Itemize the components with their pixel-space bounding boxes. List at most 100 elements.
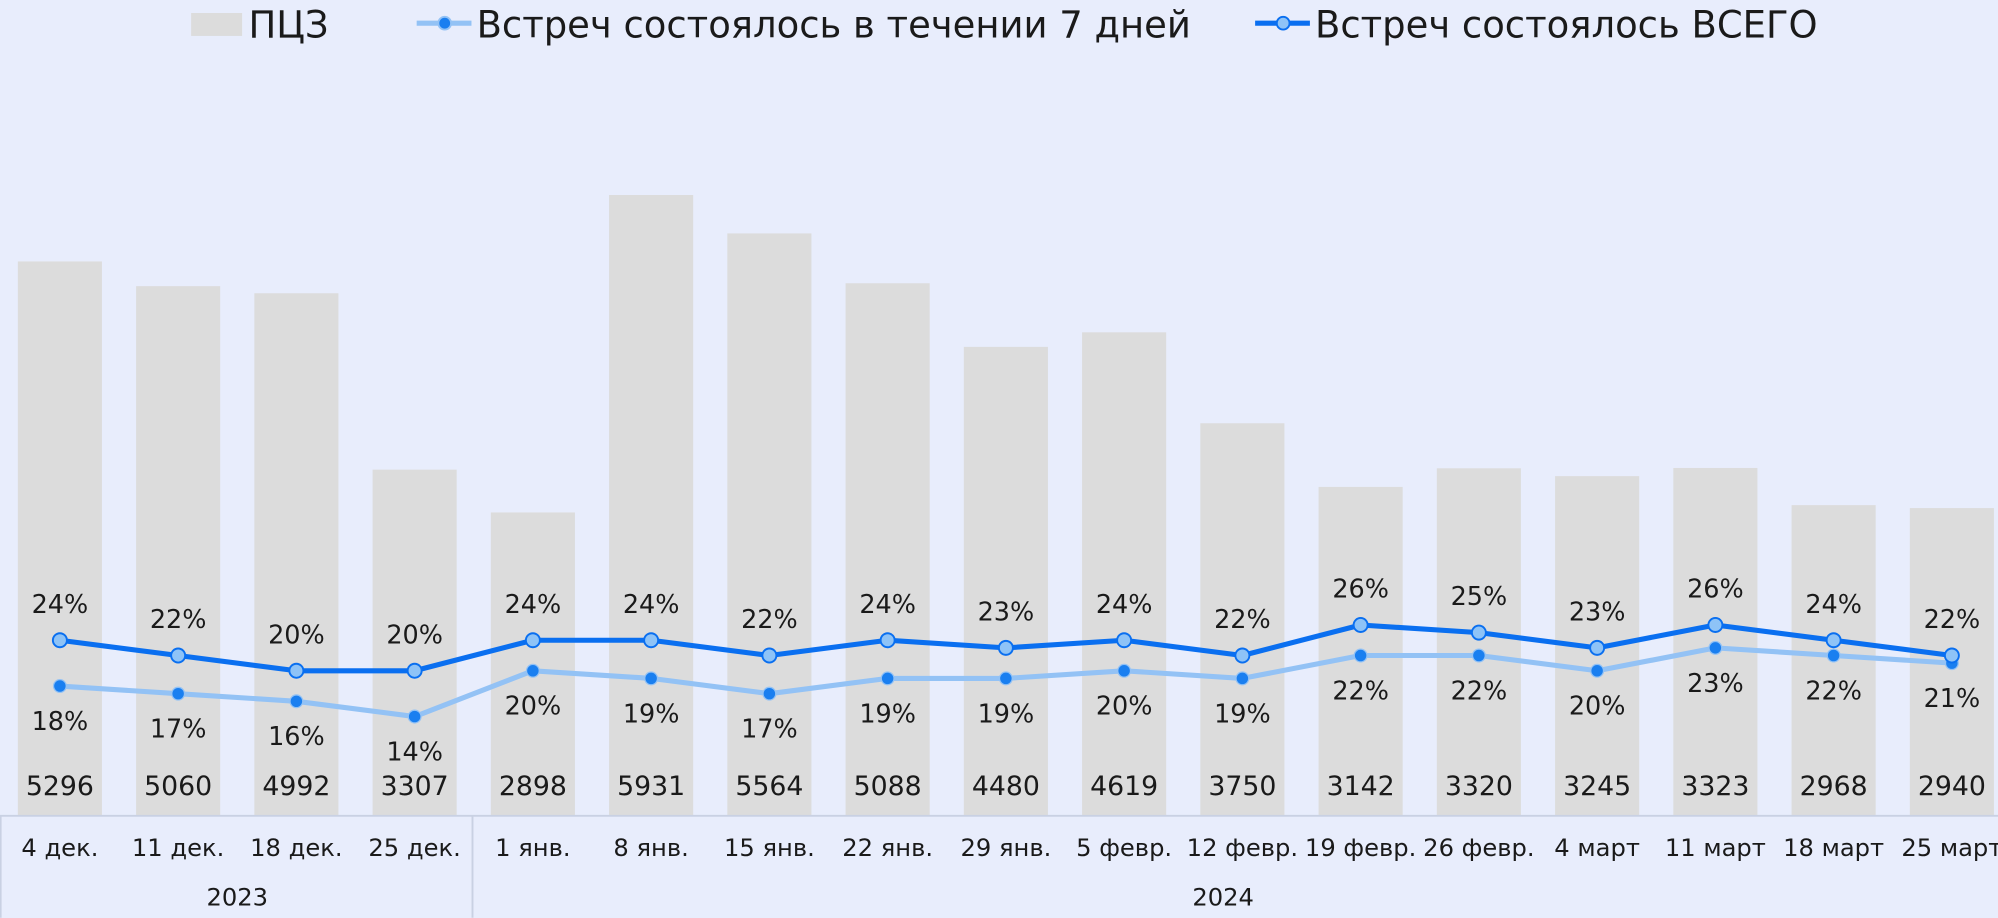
line-marker xyxy=(1471,648,1486,663)
line-marker xyxy=(1943,647,1960,664)
line-value-label: 23% xyxy=(1687,669,1744,699)
line-marker xyxy=(761,647,778,664)
line-marker xyxy=(170,647,187,664)
line-marker xyxy=(171,686,186,701)
bar-value-label: 3320 xyxy=(1445,771,1513,802)
line-value-label: 24% xyxy=(859,590,916,620)
line-value-label: 24% xyxy=(623,590,680,620)
line-marker xyxy=(1825,632,1842,649)
bar-value-label: 4992 xyxy=(262,771,330,802)
legend-label: Встреч состоялось ВСЕГО xyxy=(1315,4,1818,47)
line-value-label: 22% xyxy=(1332,676,1389,706)
bar xyxy=(727,233,812,816)
line-value-label: 14% xyxy=(386,738,443,768)
bar-value-label: 5060 xyxy=(144,771,212,802)
line-marker xyxy=(52,679,67,694)
x-tick-label: 22 янв. xyxy=(842,834,933,862)
bar-value-label: 5088 xyxy=(854,771,922,802)
line-marker xyxy=(1116,632,1133,649)
line-value-label: 26% xyxy=(1687,575,1744,605)
line-marker xyxy=(1470,624,1487,641)
line-marker xyxy=(406,662,423,679)
bar-value-label: 5931 xyxy=(617,771,685,802)
line-marker xyxy=(762,686,777,701)
line-value-label: 24% xyxy=(505,590,562,620)
legend-marker xyxy=(1275,15,1291,31)
line-value-label: 20% xyxy=(1096,692,1153,722)
line-value-label: 20% xyxy=(268,620,325,650)
line-value-label: 24% xyxy=(1096,590,1153,620)
x-tick-label: 4 дек. xyxy=(21,834,98,862)
bar-value-label: 3245 xyxy=(1563,771,1631,802)
line-value-label: 23% xyxy=(1569,597,1626,627)
line-marker xyxy=(288,662,305,679)
line-marker xyxy=(1826,648,1841,663)
bar-value-label: 4619 xyxy=(1090,771,1158,802)
x-tick-label: 12 февр. xyxy=(1187,834,1298,862)
line-value-label: 19% xyxy=(859,699,916,729)
line-marker xyxy=(1590,663,1605,678)
line-value-label: 22% xyxy=(1924,605,1981,635)
line-value-label: 21% xyxy=(1924,684,1981,714)
x-tick-label: 15 янв. xyxy=(724,834,815,862)
legend-marker xyxy=(437,15,453,31)
line-value-label: 20% xyxy=(505,692,562,722)
bar xyxy=(845,283,930,816)
line-marker xyxy=(1353,648,1368,663)
bar xyxy=(1436,468,1521,816)
x-tick-label: 4 март xyxy=(1554,834,1640,862)
x-tick-label: 1 янв. xyxy=(495,834,570,862)
x-tick-label: 25 март xyxy=(1901,834,1998,862)
line-value-label: 19% xyxy=(978,699,1035,729)
line-value-label: 19% xyxy=(623,699,680,729)
line-marker xyxy=(1235,671,1250,686)
line-marker xyxy=(880,671,895,686)
line-marker xyxy=(1352,617,1369,633)
line-value-label: 22% xyxy=(150,605,207,635)
line-value-label: 26% xyxy=(1332,575,1389,605)
x-tick-label: 5 февр. xyxy=(1076,834,1172,862)
legend-label: Встреч состоялось в течении 7 дней xyxy=(477,4,1191,47)
line-value-label: 17% xyxy=(150,715,207,745)
bar-value-label: 3307 xyxy=(381,771,449,802)
group-label: 2023 xyxy=(206,884,268,912)
line-marker xyxy=(1117,663,1132,678)
line-value-label: 22% xyxy=(1451,676,1508,706)
line-value-label: 24% xyxy=(32,590,89,620)
bar-value-label: 2940 xyxy=(1918,771,1986,802)
line-marker xyxy=(407,709,422,724)
line-value-label: 22% xyxy=(1805,676,1862,706)
line-marker xyxy=(51,632,68,649)
line-marker xyxy=(643,632,660,649)
line-value-label: 20% xyxy=(386,620,443,650)
bar-value-label: 3142 xyxy=(1327,771,1395,802)
line-marker xyxy=(1708,640,1723,655)
bar-value-label: 5296 xyxy=(26,771,94,802)
x-tick-label: 18 март xyxy=(1783,834,1884,862)
bar-value-label: 3750 xyxy=(1208,771,1276,802)
line-value-label: 22% xyxy=(741,605,798,635)
bar xyxy=(17,261,102,816)
line-marker xyxy=(524,632,541,649)
line-marker xyxy=(998,671,1013,686)
line-value-label: 17% xyxy=(741,715,798,745)
line-value-label: 16% xyxy=(268,722,325,752)
x-tick-label: 29 янв. xyxy=(960,834,1051,862)
group-label: 2024 xyxy=(1192,884,1254,912)
bar xyxy=(1200,423,1285,816)
x-tick-label: 26 февр. xyxy=(1423,834,1534,862)
line-value-label: 19% xyxy=(1214,699,1271,729)
line-marker xyxy=(644,671,659,686)
x-tick-label: 18 дек. xyxy=(250,834,342,862)
x-tick-label: 11 март xyxy=(1665,834,1766,862)
line-marker xyxy=(879,632,896,649)
line-value-label: 25% xyxy=(1451,582,1508,612)
line-value-label: 23% xyxy=(978,597,1035,627)
x-tick-label: 19 февр. xyxy=(1305,834,1416,862)
legend-swatch xyxy=(191,13,243,36)
bar-value-label: 2898 xyxy=(499,771,567,802)
bar-value-label: 2968 xyxy=(1800,771,1868,802)
bar xyxy=(254,293,339,816)
